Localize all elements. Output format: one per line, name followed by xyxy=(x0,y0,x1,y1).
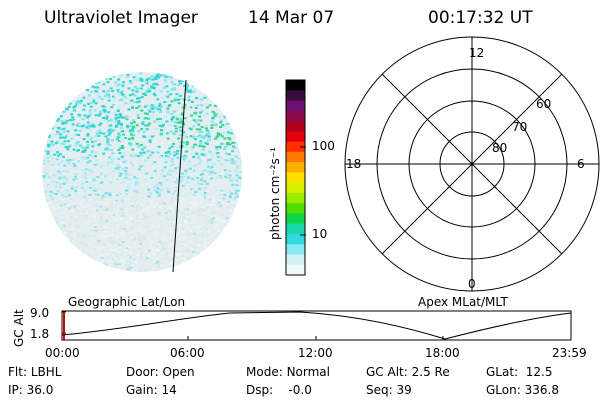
gc-alt-value: 2.5 Re xyxy=(411,365,450,379)
mlt-label-6: 6 xyxy=(577,157,585,171)
seq-value: 39 xyxy=(396,383,412,397)
lat-label-80: 80 xyxy=(492,141,508,155)
gain-label: Gain: xyxy=(126,383,158,397)
lat-label-70: 70 xyxy=(512,120,528,134)
mlt-label-12: 12 xyxy=(469,46,485,60)
ip-value: 36.0 xyxy=(26,383,54,397)
status-ip: IP: 36.0 xyxy=(8,383,53,397)
colorbar-segment xyxy=(286,80,305,91)
status-glat: GLat: 12.5 xyxy=(486,365,552,379)
filter-label: Flt: xyxy=(8,365,27,379)
right-projection-label: Apex MLat/MLT xyxy=(418,295,508,309)
status-dsp: Dsp: -0.0 xyxy=(246,383,312,397)
colorbar-segment xyxy=(286,121,305,132)
image-date: 14 Mar 07 xyxy=(248,8,335,28)
colorbar-label-10: 10 xyxy=(312,227,328,241)
gain-value: 14 xyxy=(161,383,177,397)
dsp-label: Dsp: xyxy=(246,383,274,397)
colorbar-label-100: 100 xyxy=(312,139,335,153)
lat-label-60: 60 xyxy=(536,97,552,111)
status-gc-alt: GC Alt: 2.5 Re xyxy=(366,365,450,379)
time-label-2359: 23:59 xyxy=(552,346,587,360)
mlt-label-18: 18 xyxy=(346,157,362,171)
colorbar-unit-label: photon cm⁻²s⁻¹ xyxy=(268,147,282,240)
polar-diagonal-2 xyxy=(381,73,563,255)
glon-value: 336.8 xyxy=(524,383,559,397)
colorbar-segment xyxy=(286,172,305,184)
gc-alt-label: GC Alt: xyxy=(366,365,408,379)
status-glon: GLon: 336.8 xyxy=(486,383,559,397)
colorbar-segment xyxy=(286,264,305,276)
colorbar-segment xyxy=(286,192,305,204)
colorbar-segment xyxy=(286,90,305,102)
altitude-axis-label: GC Alt xyxy=(12,309,26,347)
polar-grid xyxy=(344,36,600,292)
colorbar-segment xyxy=(286,141,305,153)
altitude-min-label: 1.8 xyxy=(30,327,50,341)
mode-label: Mode: xyxy=(246,365,283,379)
time-label-1200: 12:00 xyxy=(298,346,333,360)
glat-value: 12.5 xyxy=(525,365,553,379)
colorbar-frame xyxy=(285,79,306,276)
time-label-0000: 00:00 xyxy=(45,346,80,360)
instrument-title: Ultraviolet Imager xyxy=(44,8,198,28)
door-label: Door: xyxy=(126,365,159,379)
ip-label: IP: xyxy=(8,383,23,397)
colorbar-segment xyxy=(286,182,305,194)
filter-value: LBHL xyxy=(30,365,62,379)
colorbar-segment xyxy=(286,100,305,112)
status-mode: Mode: Normal xyxy=(246,365,330,379)
time-label-1800: 18:00 xyxy=(425,346,460,360)
altitude-curve xyxy=(61,311,572,340)
status-door: Door: Open xyxy=(126,365,195,379)
image-time: 00:17:32 UT xyxy=(428,8,533,28)
colorbar-segment xyxy=(286,223,305,235)
colorbar-segment xyxy=(286,244,305,256)
mode-value: Normal xyxy=(286,365,330,379)
dsp-value: -0.0 xyxy=(288,383,312,397)
colorbar-segment xyxy=(286,213,305,225)
glon-label: GLon: xyxy=(486,383,521,397)
colorbar-segment xyxy=(286,110,305,122)
door-value: Open xyxy=(162,365,195,379)
status-filter: Flt: LBHL xyxy=(8,365,61,379)
colorbar-segment xyxy=(286,233,305,245)
mlt-label-0: 0 xyxy=(468,277,476,291)
colorbar-segment xyxy=(286,131,305,143)
auroral-image-disk xyxy=(42,72,242,272)
altitude-max-label: 9.0 xyxy=(30,306,50,320)
seq-label: Seq: xyxy=(366,383,393,397)
left-projection-label: Geographic Lat/Lon xyxy=(68,295,186,309)
terminator-line xyxy=(172,79,187,273)
time-label-0600: 06:00 xyxy=(170,346,205,360)
color-scale-bar xyxy=(285,79,306,276)
status-gain: Gain: 14 xyxy=(126,383,177,397)
colorbar-segment xyxy=(286,203,305,215)
colorbar-segment xyxy=(286,151,305,163)
glat-label: GLat: xyxy=(486,365,519,379)
status-seq: Seq: 39 xyxy=(366,383,412,397)
colorbar-segment xyxy=(286,162,305,173)
colorbar-segment xyxy=(286,254,305,266)
